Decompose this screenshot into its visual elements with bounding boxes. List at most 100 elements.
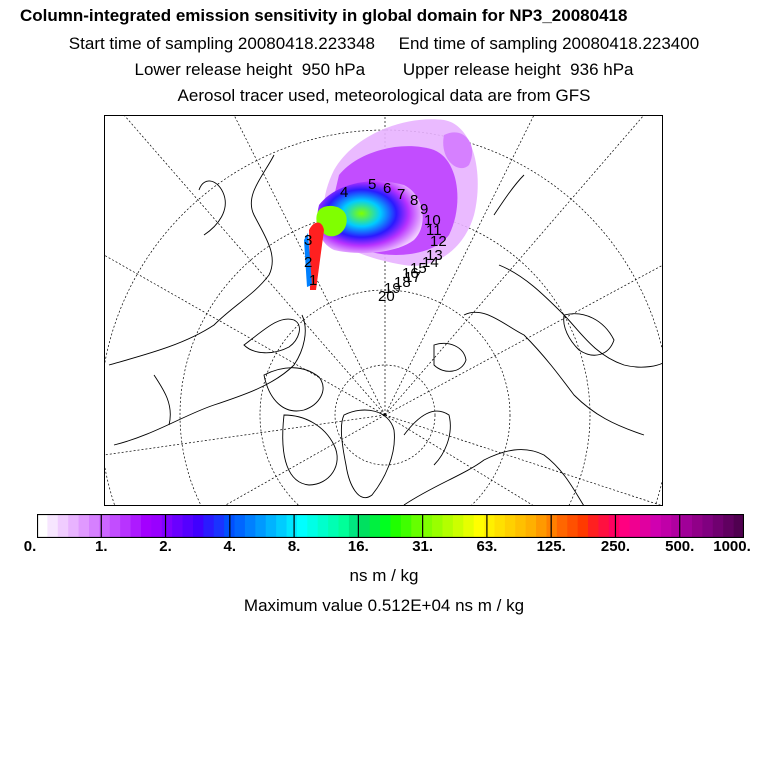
colorbar-cell bbox=[172, 514, 184, 538]
release-height-line: Lower release height 950 hPa Upper relea… bbox=[134, 60, 634, 79]
colorbar-cell bbox=[515, 514, 527, 538]
trajectory-label: 13 bbox=[426, 247, 443, 264]
colorbar-tick-label: 1. bbox=[95, 538, 108, 555]
colorbar-cell bbox=[369, 514, 381, 538]
colorbar-cell bbox=[525, 514, 537, 538]
colorbar-cell bbox=[442, 514, 454, 538]
colorbar-cell bbox=[484, 514, 496, 538]
colorbar-cell bbox=[702, 514, 714, 538]
colorbar-tick-label: 500. bbox=[665, 538, 695, 555]
colorbar-tick-label: 125. bbox=[536, 538, 566, 555]
colorbar-cell bbox=[348, 514, 360, 538]
colorbar-cell bbox=[452, 514, 464, 538]
colorbar-cell bbox=[536, 514, 548, 538]
trajectory-label: 6 bbox=[383, 180, 391, 197]
meridian-lines bbox=[104, 115, 663, 506]
colorbar-cell bbox=[556, 514, 568, 538]
trajectory-label: 8 bbox=[410, 192, 418, 209]
colorbar-cell bbox=[546, 514, 558, 538]
colorbar-cell bbox=[317, 514, 329, 538]
colorbar-cell bbox=[37, 514, 48, 538]
colorbar-cell bbox=[640, 514, 652, 538]
colorbar-cell bbox=[588, 514, 600, 538]
colorbar-cell bbox=[723, 514, 735, 538]
colorbar-cell bbox=[255, 514, 267, 538]
trajectory-label: 12 bbox=[430, 233, 447, 250]
trajectory-label: 20 bbox=[378, 288, 395, 305]
colorbar-cell bbox=[88, 514, 100, 538]
colorbar-tick-label: 0. bbox=[23, 538, 37, 555]
tracer-info-line: Aerosol tracer used, meteorological data… bbox=[177, 86, 591, 105]
colorbar-tick-label: 16. bbox=[347, 538, 369, 555]
colorbar-cell bbox=[567, 514, 579, 538]
colorbar-cell bbox=[733, 514, 744, 538]
colorbar-cell bbox=[47, 514, 59, 538]
trajectory-label: 5 bbox=[368, 176, 376, 193]
colorbar-cell bbox=[109, 514, 121, 538]
colorbar-cell bbox=[140, 514, 152, 538]
colorbar-cell bbox=[400, 514, 412, 538]
colorbar-cell bbox=[203, 514, 215, 538]
colorbar-cell bbox=[608, 514, 620, 538]
colorbar bbox=[37, 514, 744, 538]
colorbar-cell bbox=[660, 514, 672, 538]
colorbar-tick-label: 63. bbox=[476, 538, 498, 555]
colorbar-cell bbox=[161, 514, 173, 538]
coastlines bbox=[108, 154, 663, 506]
colorbar-cell bbox=[296, 514, 308, 538]
colorbar-cell bbox=[473, 514, 485, 538]
colorbar-cell bbox=[286, 514, 298, 538]
colorbar-cell bbox=[504, 514, 516, 538]
trajectory-label: 11 bbox=[426, 222, 442, 239]
colorbar-cell bbox=[182, 514, 194, 538]
plot-title: Column-integrated emission sensitivity i… bbox=[20, 6, 628, 25]
colorbar-cell bbox=[192, 514, 204, 538]
trajectory-label: 4 bbox=[340, 184, 348, 201]
colorbar-tick-label: 1000. bbox=[713, 538, 751, 555]
colorbar-cell bbox=[244, 514, 256, 538]
colorbar-cell bbox=[463, 514, 475, 538]
maximum-value-text: Maximum value 0.512E+04 ns m / kg bbox=[243, 596, 525, 615]
colorbar-cell bbox=[432, 514, 444, 538]
trajectory-label: 9 bbox=[420, 201, 428, 218]
trajectory-label: 2 bbox=[304, 254, 312, 271]
trajectory-label: 19 bbox=[384, 280, 401, 297]
sensitivity-plume bbox=[304, 119, 478, 290]
colorbar-cell bbox=[57, 514, 69, 538]
trajectory-label: 10 bbox=[424, 212, 441, 229]
colorbar-tick-label: 4. bbox=[223, 538, 237, 555]
colorbar-cell bbox=[390, 514, 402, 538]
colorbar-cell bbox=[712, 514, 724, 538]
trajectory-label: 17 bbox=[404, 269, 421, 286]
colorbar-cell bbox=[120, 514, 132, 538]
colorbar-tick-label: 250. bbox=[600, 538, 631, 555]
trajectory-label: 16 bbox=[402, 265, 419, 282]
colorbar-cell bbox=[78, 514, 90, 538]
trajectory-label: 15 bbox=[410, 260, 427, 277]
colorbar-cell bbox=[598, 514, 610, 538]
trajectory-label: 1 bbox=[309, 272, 317, 289]
trajectory-label: 3 bbox=[304, 232, 312, 249]
colorbar-units: ns m / kg bbox=[349, 566, 419, 585]
colorbar-cell bbox=[681, 514, 693, 538]
trajectory-label: 14 bbox=[422, 254, 439, 271]
colorbar-cell bbox=[619, 514, 631, 538]
sampling-time-line: Start time of sampling 20080418.223348 E… bbox=[68, 34, 700, 53]
colorbar-cell bbox=[130, 514, 142, 538]
colorbar-tick-label: 8. bbox=[287, 538, 301, 555]
trajectory-label: 18 bbox=[394, 274, 411, 291]
colorbar-cell bbox=[629, 514, 641, 538]
colorbar-cell bbox=[68, 514, 80, 538]
colorbar-cell bbox=[99, 514, 111, 538]
colorbar-cell bbox=[213, 514, 225, 538]
colorbar-cell bbox=[577, 514, 589, 538]
trajectory-label: 7 bbox=[397, 186, 405, 203]
colorbar-cell bbox=[265, 514, 277, 538]
colorbar-cell bbox=[692, 514, 704, 538]
colorbar-cell bbox=[650, 514, 662, 538]
colorbar-cell bbox=[151, 514, 163, 538]
colorbar-cell bbox=[338, 514, 350, 538]
colorbar-cell bbox=[380, 514, 392, 538]
